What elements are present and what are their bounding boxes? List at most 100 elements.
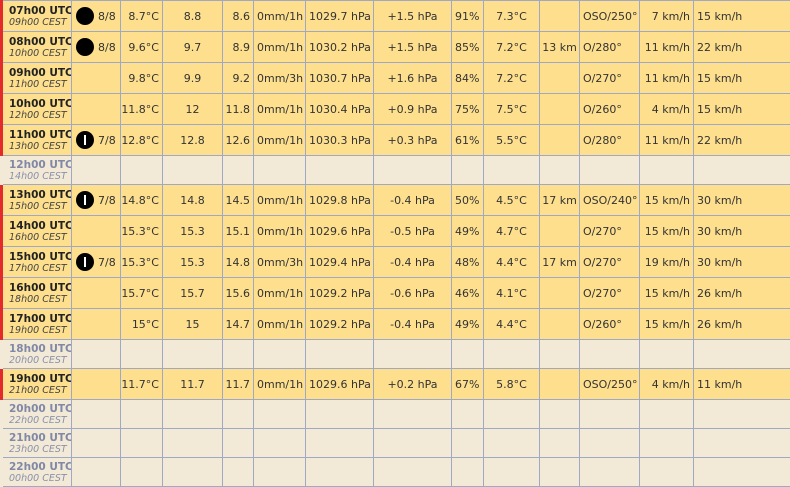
utc-time: 22h00 UTC [9, 461, 71, 473]
humidity-cell: 49% [452, 216, 484, 247]
temperature-cell: 15°C [121, 309, 163, 340]
local-time: 00h00 CEST [9, 473, 71, 484]
utc-time: 13h00 UTC [9, 189, 71, 201]
pressure-trend-cell [374, 458, 452, 487]
utc-time: 18h00 UTC [9, 343, 71, 355]
pressure-cell: 1029.2 hPa [306, 309, 374, 340]
precipitation-cell [254, 400, 306, 429]
pressure-cell [306, 340, 374, 369]
wind-speed-cell: 4 km/h [640, 94, 694, 125]
local-time: 20h00 CEST [9, 355, 71, 366]
wind-gust-cell: 11 km/h [694, 369, 790, 400]
local-time: 15h00 CEST [9, 201, 71, 212]
felt-temperature-cell [163, 400, 223, 429]
cloud-cover-cell [72, 156, 121, 185]
pressure-trend-cell [374, 400, 452, 429]
local-time: 11h00 CEST [9, 79, 71, 90]
wind-gust-cell: 26 km/h [694, 278, 790, 309]
utc-time: 17h00 UTC [9, 313, 71, 325]
pressure-cell [306, 429, 374, 458]
humidity-cell: 50% [452, 185, 484, 216]
dew-point-cell: 4.4°C [484, 309, 540, 340]
local-time: 16h00 CEST [9, 232, 71, 243]
utc-time: 07h00 UTC [9, 5, 71, 17]
utc-time: 12h00 UTC [9, 159, 71, 171]
humidex-cell: 14.8 [223, 247, 254, 278]
local-time: 17h00 CEST [9, 263, 71, 274]
dew-point-cell: 4.7°C [484, 216, 540, 247]
temperature-cell: 12.8°C [121, 125, 163, 156]
visibility-cell: 17 km [540, 185, 580, 216]
mostly-cloudy-icon [76, 191, 94, 209]
temperature-cell [121, 400, 163, 429]
wind-speed-cell: 4 km/h [640, 369, 694, 400]
wind-speed-cell [640, 340, 694, 369]
felt-temperature-cell: 15.7 [163, 278, 223, 309]
felt-temperature-cell: 15 [163, 309, 223, 340]
utc-time: 09h00 UTC [9, 67, 71, 79]
utc-time: 19h00 UTC [9, 373, 71, 385]
humidex-cell: 11.8 [223, 94, 254, 125]
pressure-trend-cell [374, 429, 452, 458]
dew-point-cell [484, 429, 540, 458]
dew-point-cell: 4.4°C [484, 247, 540, 278]
mostly-cloudy-icon [76, 253, 94, 271]
temperature-cell [121, 458, 163, 487]
cloud-cover-cell [72, 340, 121, 369]
humidex-cell: 8.9 [223, 32, 254, 63]
visibility-cell [540, 458, 580, 487]
wind-direction-cell: O/270° [580, 247, 640, 278]
wind-gust-cell [694, 429, 790, 458]
cloud-cover-cell [72, 216, 121, 247]
temperature-cell: 11.8°C [121, 94, 163, 125]
precipitation-cell: 0mm/3h [254, 247, 306, 278]
precipitation-cell [254, 156, 306, 185]
dew-point-cell: 7.2°C [484, 32, 540, 63]
felt-temperature-cell [163, 429, 223, 458]
pressure-cell: 1029.4 hPa [306, 247, 374, 278]
pressure-trend-cell: -0.6 hPa [374, 278, 452, 309]
visibility-cell [540, 278, 580, 309]
wind-direction-cell [580, 429, 640, 458]
wind-direction-cell: O/280° [580, 32, 640, 63]
felt-temperature-cell [163, 156, 223, 185]
humidity-cell: 84% [452, 63, 484, 94]
felt-temperature-cell [163, 340, 223, 369]
humidex-cell [223, 340, 254, 369]
felt-temperature-cell: 14.8 [163, 185, 223, 216]
visibility-cell [540, 429, 580, 458]
humidity-cell: 48% [452, 247, 484, 278]
pressure-trend-cell: -0.5 hPa [374, 216, 452, 247]
felt-temperature-cell: 15.3 [163, 247, 223, 278]
precipitation-cell: 0mm/1h [254, 32, 306, 63]
wind-gust-cell: 22 km/h [694, 32, 790, 63]
dew-point-cell [484, 340, 540, 369]
pressure-trend-cell: +0.2 hPa [374, 369, 452, 400]
temperature-cell [121, 340, 163, 369]
felt-temperature-cell: 8.8 [163, 1, 223, 32]
cloud-cover-value: 8/8 [98, 10, 116, 23]
utc-time: 21h00 UTC [9, 432, 71, 444]
pressure-cell: 1029.7 hPa [306, 1, 374, 32]
precipitation-cell: 0mm/1h [254, 94, 306, 125]
pressure-trend-cell: +0.3 hPa [374, 125, 452, 156]
precipitation-cell: 0mm/3h [254, 63, 306, 94]
humidex-cell [223, 429, 254, 458]
humidity-cell [452, 400, 484, 429]
wind-direction-cell: O/270° [580, 278, 640, 309]
humidex-cell [223, 156, 254, 185]
felt-temperature-cell: 9.9 [163, 63, 223, 94]
wind-direction-cell: O/270° [580, 63, 640, 94]
